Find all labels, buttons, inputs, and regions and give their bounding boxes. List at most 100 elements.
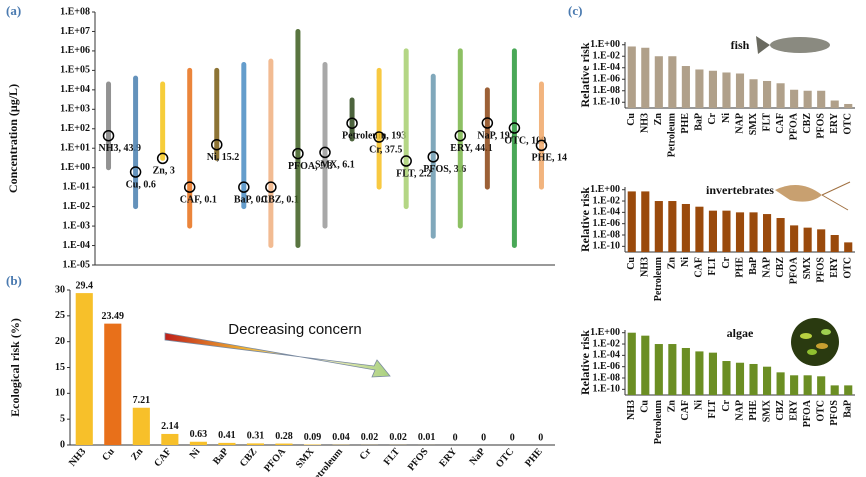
bar bbox=[763, 366, 772, 395]
x-tick-label: CAF bbox=[694, 257, 705, 278]
y-tick-label: 1.E-04 bbox=[593, 350, 621, 361]
y-tick-label: 1.E-10 bbox=[593, 384, 621, 395]
x-tick-label: BaP bbox=[843, 400, 854, 418]
x-tick-label: Cr bbox=[707, 112, 718, 124]
y-tick-label: 1.E+00 bbox=[590, 39, 620, 50]
y-tick-label: 1.E-02 bbox=[593, 195, 621, 206]
y-tick-label: 1.E+00 bbox=[60, 162, 90, 173]
bar bbox=[654, 344, 663, 395]
x-tick-label: FLT bbox=[382, 446, 403, 468]
median-marker bbox=[481, 117, 494, 129]
x-tick-label: PFOS bbox=[815, 257, 826, 283]
x-tick-label: BaP bbox=[748, 257, 759, 275]
median-marker bbox=[400, 155, 412, 167]
x-tick-label: PFOA bbox=[802, 399, 813, 427]
y-tick-label: 1.E-02 bbox=[63, 201, 91, 212]
x-tick-label: OTC bbox=[815, 400, 826, 422]
bar bbox=[763, 80, 772, 108]
x-tick-label: BaP bbox=[211, 446, 231, 467]
chart-title: invertebrates bbox=[706, 183, 774, 197]
shrimp-icon bbox=[775, 181, 851, 211]
bar bbox=[246, 443, 264, 445]
y-tick-label: 0 bbox=[60, 439, 65, 450]
y-tick-label: 1.E+00 bbox=[590, 327, 620, 338]
x-tick-label: NaP bbox=[468, 446, 488, 467]
x-tick-label: Cu bbox=[640, 400, 651, 413]
x-tick-label: Cr bbox=[721, 399, 732, 411]
x-tick-label: Ni bbox=[694, 400, 705, 410]
value-label: 0.41 bbox=[218, 430, 236, 441]
bar bbox=[722, 210, 731, 252]
median-marker bbox=[156, 152, 169, 165]
bar bbox=[132, 407, 150, 445]
bar bbox=[708, 70, 717, 108]
x-tick-label: PFOA bbox=[788, 256, 799, 284]
x-tick-label: Cu bbox=[626, 113, 637, 126]
x-tick-label: FLT bbox=[761, 113, 772, 132]
x-tick-label: PFOS bbox=[815, 113, 826, 139]
bar bbox=[722, 72, 731, 108]
y-tick-label: 1.E-06 bbox=[593, 74, 621, 85]
median-marker bbox=[319, 146, 331, 159]
x-tick-label: PFOS bbox=[406, 446, 431, 473]
x-tick-label: Petroleum bbox=[667, 112, 678, 157]
x-tick-label: Petroleum bbox=[653, 399, 664, 444]
bar bbox=[830, 385, 839, 395]
x-tick-label: Cr bbox=[358, 446, 374, 462]
bar bbox=[803, 227, 812, 252]
bar bbox=[735, 362, 745, 395]
value-label: 0.31 bbox=[247, 431, 265, 442]
bar bbox=[695, 351, 704, 395]
y-tick-label: 1.E-02 bbox=[593, 338, 621, 349]
x-tick-label: Cu bbox=[626, 257, 637, 270]
bar bbox=[161, 433, 179, 445]
bar bbox=[627, 46, 636, 108]
y-tick-label: 1.E-04 bbox=[593, 207, 621, 218]
bar bbox=[749, 79, 758, 108]
median-marker bbox=[454, 129, 467, 142]
x-tick-label: Petroleum bbox=[653, 256, 664, 301]
median-marker bbox=[508, 122, 521, 134]
x-tick-label: NH3 bbox=[626, 400, 637, 420]
bar bbox=[654, 56, 663, 108]
y-tick-label: 1.E-01 bbox=[63, 181, 91, 192]
y-tick-label: 1.E-10 bbox=[593, 241, 621, 252]
bar bbox=[695, 69, 704, 108]
panel-label: (b) bbox=[6, 273, 22, 288]
y-tick-label: 1.E+03 bbox=[60, 104, 90, 115]
bar bbox=[668, 201, 677, 252]
x-tick-label: FLT bbox=[707, 400, 718, 419]
value-label: Ni, 15.2 bbox=[207, 152, 240, 163]
value-label: 0 bbox=[510, 432, 515, 443]
x-tick-label: OTC bbox=[843, 257, 854, 279]
x-tick-label: Zn bbox=[129, 446, 146, 463]
x-tick-label: PHE bbox=[680, 113, 691, 134]
value-label: FLT, 2.2 bbox=[396, 168, 431, 179]
value-label: PFOS, 3.6 bbox=[423, 164, 466, 175]
y-axis-label: Relative risk bbox=[578, 42, 592, 107]
y-tick-label: 1.E-08 bbox=[593, 229, 621, 240]
x-tick-label: CBZ bbox=[802, 113, 813, 134]
x-tick-label: ERY bbox=[437, 446, 459, 470]
bar bbox=[708, 352, 717, 395]
y-tick-label: 1.E+02 bbox=[60, 123, 90, 134]
bar bbox=[668, 56, 677, 108]
value-label: ERY, 44.1 bbox=[450, 143, 492, 154]
bar bbox=[104, 323, 122, 445]
value-label: 7.21 bbox=[133, 395, 151, 406]
bar bbox=[749, 363, 758, 395]
y-tick-label: 1.E+06 bbox=[60, 45, 90, 56]
bar bbox=[735, 73, 745, 108]
bar bbox=[790, 225, 799, 252]
bar bbox=[776, 218, 785, 252]
chart-title: algae bbox=[727, 326, 754, 340]
y-tick-label: 1.E-08 bbox=[593, 372, 621, 383]
value-label: OTC, 109 bbox=[504, 135, 546, 146]
x-tick-label: CBZ bbox=[775, 257, 786, 278]
bar bbox=[803, 375, 812, 395]
y-tick-label: 10 bbox=[55, 388, 65, 399]
median-marker bbox=[346, 117, 358, 129]
x-tick-label: CAF bbox=[680, 400, 691, 421]
x-tick-label: BaP bbox=[694, 113, 705, 131]
x-tick-label: NH3 bbox=[67, 446, 88, 468]
